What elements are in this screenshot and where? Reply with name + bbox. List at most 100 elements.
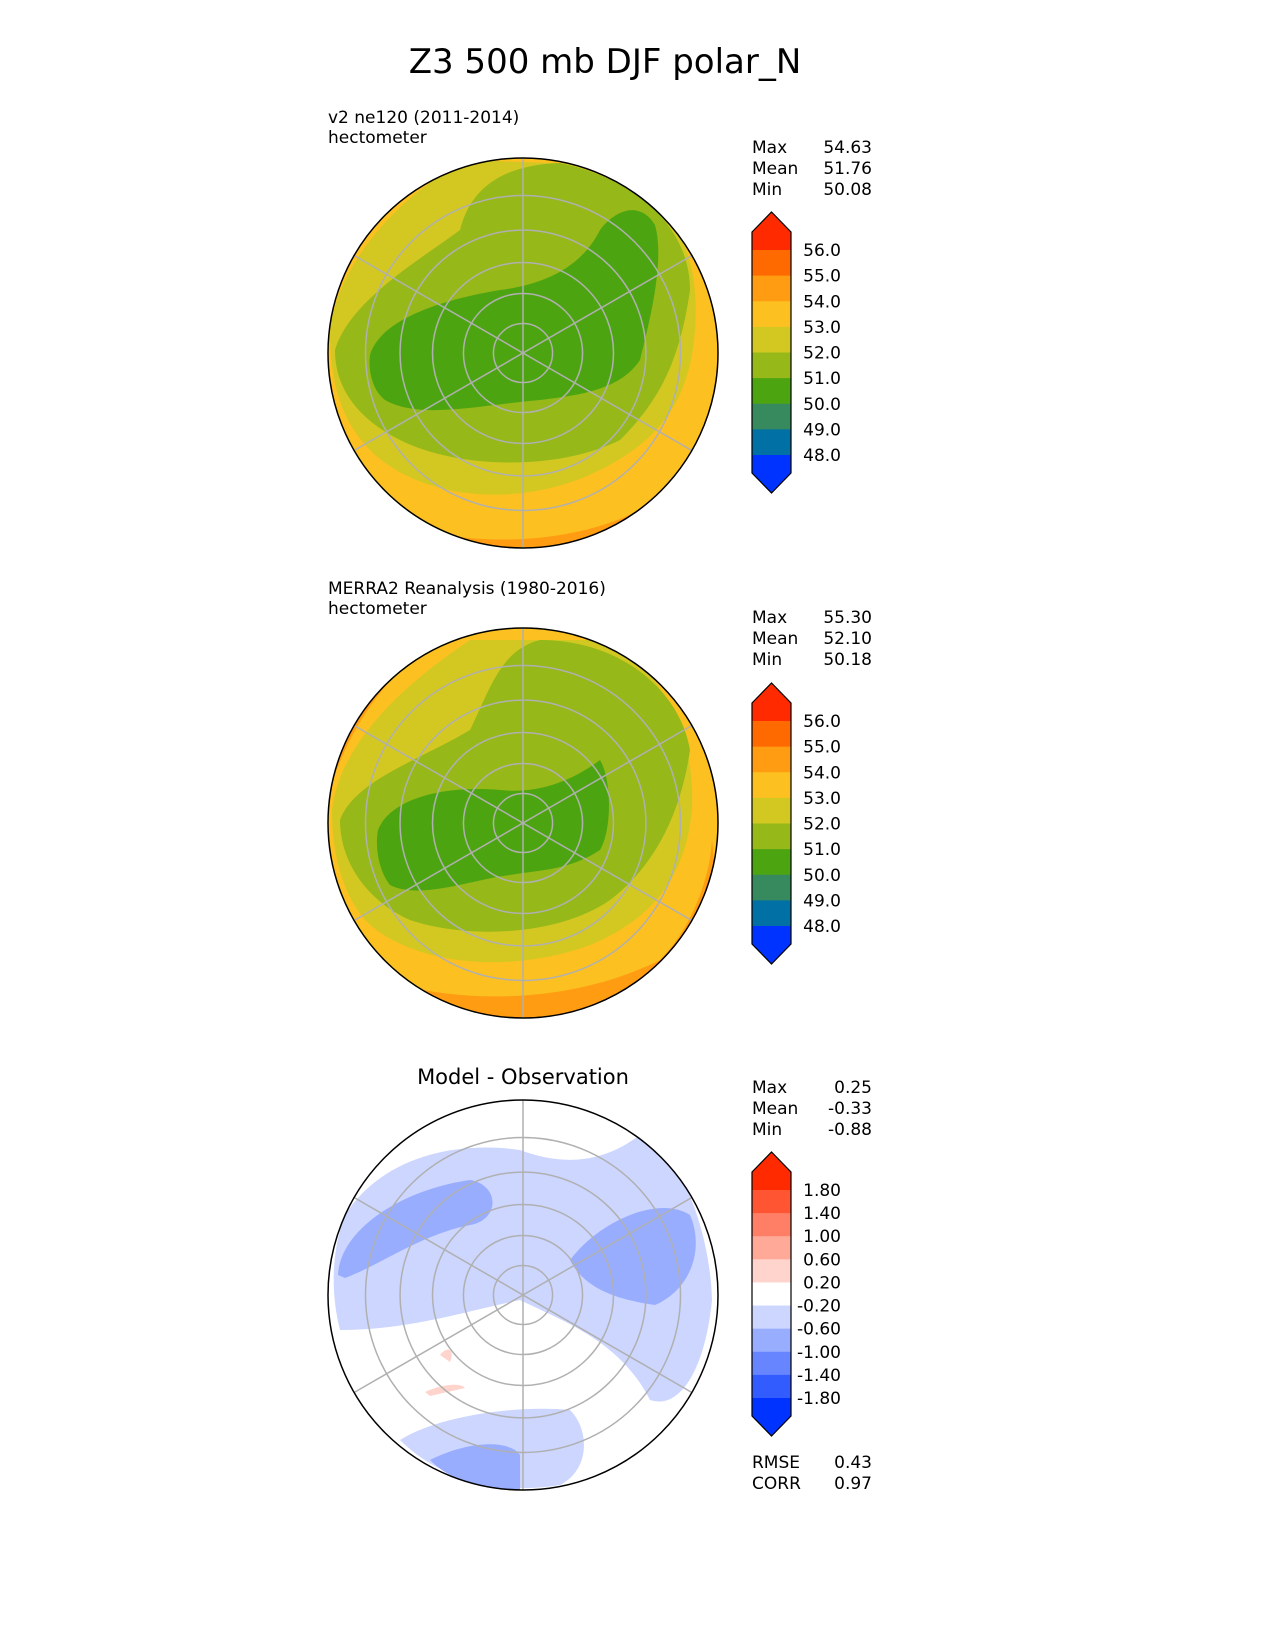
- stat-mean: -0.33: [828, 1099, 872, 1119]
- colorbar-extension-top: [752, 212, 791, 250]
- band-neg-0.6-1.0: [430, 1444, 520, 1490]
- colorbar-segment: [752, 1213, 791, 1237]
- colorbars: 56.0 55.0 54.0 53.0 52.0 51.0 50.0 49.0 48.0 56.0…: [751, 211, 841, 1437]
- colorbar-tick-label: 53.0: [803, 789, 841, 809]
- panel1-stats: Max 54.63 Mean 51.76 Min 50.08: [752, 138, 872, 201]
- colorbar-tick-label: -0.20: [797, 1297, 841, 1317]
- stat-min: 50.18: [823, 650, 872, 670]
- colorbar-segment: [752, 1374, 791, 1399]
- stat-label: Mean: [752, 159, 799, 179]
- stat-label: Max: [752, 608, 788, 628]
- metric-label: CORR: [752, 1474, 801, 1494]
- colorbar-tick-label: 0.60: [803, 1250, 841, 1270]
- colorbar-tick-label: 49.0: [803, 891, 841, 911]
- colorbar-segment: [752, 849, 791, 876]
- map-boundary: [327, 157, 719, 549]
- band-neg-0.6-1.0: [570, 1207, 696, 1305]
- colorbar-segment: [752, 772, 791, 799]
- metric-corr: 0.97: [834, 1474, 872, 1494]
- colorbar-tick-label: -0.60: [797, 1320, 841, 1340]
- colorbar-segment: [752, 1305, 791, 1330]
- stat-max: 0.25: [834, 1078, 872, 1098]
- colorbar-segment: [752, 874, 791, 901]
- colorbar-tick-label: 1.80: [803, 1181, 841, 1201]
- panel2-units: hectometer: [328, 599, 427, 619]
- metric-label: RMSE: [752, 1453, 801, 1473]
- colorbar-tick-label: 1.40: [803, 1204, 841, 1224]
- colorbar-segment: [752, 1259, 791, 1283]
- stat-label: Max: [752, 1078, 788, 1098]
- colorbar-segment: [752, 250, 791, 277]
- stat-mean: 52.10: [823, 629, 872, 649]
- colorbar-tick-label: -1.40: [797, 1366, 841, 1386]
- colorbar-segment: [752, 1328, 791, 1353]
- colorbar-tick-label: 1.00: [803, 1227, 841, 1247]
- stat-label: Min: [752, 1120, 783, 1140]
- colorbar-tick-label: 50.0: [803, 395, 841, 415]
- colorbar-segment: [752, 352, 791, 379]
- colorbar-extension-bottom: [752, 455, 791, 493]
- map-boundary: [327, 1099, 719, 1491]
- colorbar-tick-label: 48.0: [803, 917, 841, 937]
- stat-label: Max: [752, 138, 788, 158]
- longitude-line: [353, 724, 693, 922]
- panel1-title: v2 ne120 (2011-2014): [328, 108, 520, 128]
- colorbar-tick-label: 53.0: [803, 318, 841, 338]
- colorbar-extension-top: [752, 683, 791, 721]
- colorbar-tick-label: 54.0: [803, 763, 841, 783]
- colorbar-tick-label: 51.0: [803, 840, 841, 860]
- figure-title: Z3 500 mb DJF polar_N: [408, 42, 802, 82]
- stat-min: 50.08: [823, 180, 872, 200]
- stat-max: 54.63: [823, 138, 872, 158]
- band-50-51: [369, 210, 659, 411]
- colorbar-tick-label: 56.0: [803, 712, 841, 732]
- colorbar-segment: [752, 900, 791, 927]
- band-pos-0.2-0.6: [425, 1349, 465, 1396]
- colorbar-tick-label: 56.0: [803, 241, 841, 261]
- colorbar-segment: [752, 746, 791, 773]
- colorbar: 56.0 55.0 54.0 53.0 52.0 51.0 50.0 49.0 48.0: [751, 211, 841, 494]
- colorbar-segment: [752, 378, 791, 405]
- stat-mean: 51.76: [823, 159, 872, 179]
- stat-max: 55.30: [823, 608, 872, 628]
- colorbar-tick-label: 54.0: [803, 292, 841, 312]
- longitude-line: [353, 254, 693, 452]
- longitude-line: [353, 1196, 693, 1394]
- stat-label: Min: [752, 650, 783, 670]
- colorbar-segment: [752, 301, 791, 328]
- colorbar-tick-label: 48.0: [803, 446, 841, 466]
- metric-rmse: 0.43: [834, 1453, 872, 1473]
- colorbar-tick-label: 55.0: [803, 738, 841, 758]
- colorbar-tick-label: 52.0: [803, 344, 841, 364]
- colorbar-tick-label: 55.0: [803, 267, 841, 287]
- colorbar-outline: [751, 1151, 792, 1437]
- colorbar-segment: [752, 429, 791, 456]
- panel1-units: hectometer: [328, 128, 427, 148]
- colorbar-outline: [751, 682, 792, 965]
- stat-label: Min: [752, 180, 783, 200]
- panel2-stats: Max 55.30 Mean 52.10 Min 50.18: [752, 608, 872, 671]
- colorbar-outline: [751, 211, 792, 494]
- colorbar: 1.80 1.40 1.00 0.60 0.20 -0.20 -0.60 -1.00 -1.40…: [751, 1151, 841, 1437]
- colorbar-segment: [752, 1190, 791, 1214]
- stat-label: Mean: [752, 629, 799, 649]
- colorbar-segment: [752, 1282, 791, 1307]
- colorbar-tick-label: 52.0: [803, 815, 841, 835]
- colorbar-tick-label: -1.00: [797, 1343, 841, 1363]
- colorbar-extension-top: [752, 1152, 791, 1190]
- band-neg-0.6-1.0: [338, 1180, 493, 1278]
- panel3-stats: Max 0.25 Mean -0.33 Min -0.88: [752, 1078, 872, 1141]
- map-boundary: [327, 627, 719, 1019]
- colorbar-tick-label: -1.80: [797, 1389, 841, 1409]
- colorbar-segment: [752, 797, 791, 824]
- colorbar-segment: [752, 275, 791, 302]
- panel2-title: MERRA2 Reanalysis (1980-2016): [328, 579, 606, 599]
- stat-label: Mean: [752, 1099, 799, 1119]
- panel3-title: Model - Observation: [417, 1065, 629, 1089]
- map-difference: [328, 1100, 718, 1490]
- colorbar-tick-label: 0.20: [803, 1273, 841, 1293]
- colorbar-tick-label: 49.0: [803, 420, 841, 440]
- colorbar-segment: [752, 823, 791, 850]
